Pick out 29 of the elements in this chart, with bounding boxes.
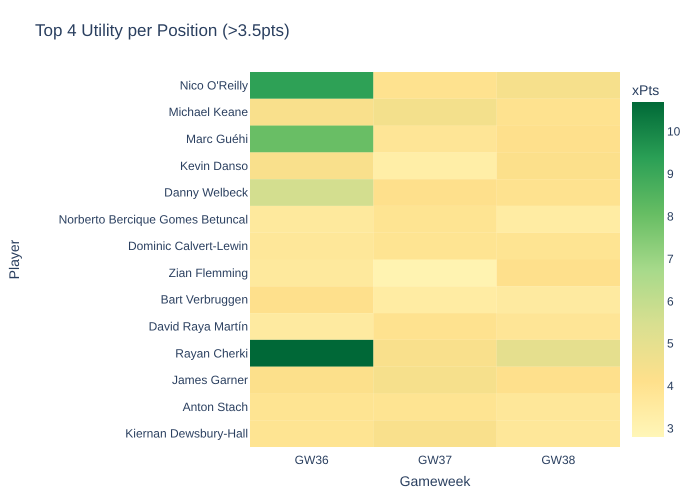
y-tick-label: Rayan Cherki bbox=[175, 346, 248, 360]
y-tick-label: Norberto Bercique Gomes Betuncal bbox=[58, 212, 248, 226]
y-tick-label: Kevin Danso bbox=[180, 158, 248, 173]
y-tick-label: Michael Keane bbox=[168, 105, 248, 120]
x-axis-title: Gameweek bbox=[400, 473, 472, 489]
x-tick-label: GW36 bbox=[294, 453, 329, 467]
chart-title: Top 4 Utility per Position (>3.5pts) bbox=[35, 21, 290, 40]
y-tick-label: Marc Guéhi bbox=[186, 132, 248, 146]
y-tick-label: Nico O'Reilly bbox=[180, 78, 248, 92]
y-tick-label: Kiernan Dewsbury-Hall bbox=[125, 426, 248, 441]
color-bar-label: 9 bbox=[667, 167, 674, 182]
y-tick-label: James Garner bbox=[172, 373, 248, 388]
color-bar-label: 5 bbox=[667, 336, 674, 351]
color-bar-label: 3 bbox=[667, 422, 674, 436]
y-tick-label: Zian Flemming bbox=[168, 266, 248, 280]
y-tick-label: Dominic Calvert-Lewin bbox=[128, 239, 248, 254]
color-bar-label: 4 bbox=[667, 379, 674, 394]
y-axis-title: Player bbox=[6, 239, 22, 280]
color-bar-label: 6 bbox=[667, 294, 674, 308]
color-bar-label: 8 bbox=[667, 209, 674, 224]
y-tick-label: Anton Stach bbox=[182, 400, 248, 414]
color-bar-label: 10 bbox=[667, 124, 681, 139]
y-tick-label: Danny Welbeck bbox=[164, 186, 249, 200]
color-bar-title: xPts bbox=[632, 82, 660, 98]
y-tick-label: David Raya Martín bbox=[148, 319, 248, 334]
y-tick-label: Bart Verbruggen bbox=[160, 292, 248, 307]
x-tick-label: GW37 bbox=[418, 453, 452, 467]
color-bar-label: 7 bbox=[667, 252, 674, 266]
x-tick-label: GW38 bbox=[541, 453, 576, 467]
